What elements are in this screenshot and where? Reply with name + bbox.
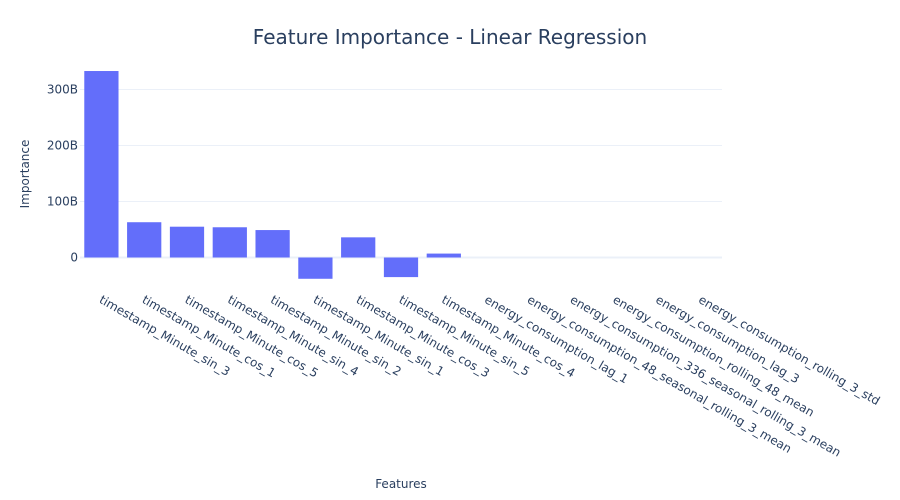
bar-timestamp_Minute_sin_2 bbox=[255, 230, 290, 258]
x-axis-title: Features bbox=[375, 477, 427, 491]
bar-timestamp_Minute_cos_5 bbox=[169, 226, 205, 258]
bar-timestamp_Minute_sin_4 bbox=[212, 227, 247, 258]
y-axis-title: Importance bbox=[18, 140, 32, 209]
chart-title: Feature Importance - Linear Regression bbox=[253, 25, 647, 49]
bar-timestamp_Minute_cos_1 bbox=[127, 222, 162, 258]
bar-timestamp_Minute_sin_3 bbox=[84, 71, 119, 258]
y-tick-label: 300B bbox=[47, 83, 78, 97]
bar-timestamp_Minute_cos_4 bbox=[426, 253, 461, 258]
bar-timestamp_Minute_cos_3 bbox=[341, 237, 376, 258]
y-tick-label: 200B bbox=[47, 139, 78, 153]
y-tick-label: 100B bbox=[47, 195, 78, 209]
bar-timestamp_Minute_sin_5 bbox=[383, 257, 419, 278]
bar-layer bbox=[84, 71, 461, 279]
y-tick-layer: 0 100B 200B 300B bbox=[47, 83, 78, 265]
bar-timestamp_Minute_sin_1 bbox=[298, 257, 333, 279]
y-tick-label: 0 bbox=[70, 251, 78, 265]
